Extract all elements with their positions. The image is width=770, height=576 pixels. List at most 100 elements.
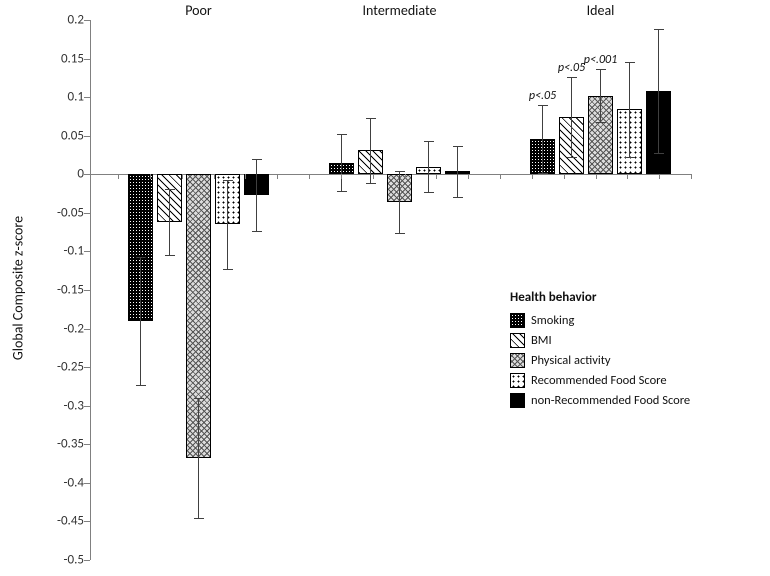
legend-item: Recommended Food Score xyxy=(510,373,690,388)
y-tick-label: -0.35 xyxy=(4,437,84,452)
error-cap xyxy=(395,233,405,234)
y-tick xyxy=(84,483,90,484)
error-cap xyxy=(194,518,204,519)
y-tick xyxy=(84,290,90,291)
y-tick-label: -0.2 xyxy=(4,321,84,336)
error-bar xyxy=(399,171,400,233)
error-bar xyxy=(600,69,601,121)
group-label: Intermediate xyxy=(363,2,437,19)
y-tick xyxy=(84,521,90,522)
legend-title: Health behavior xyxy=(510,290,690,305)
y-tick-label: 0.2 xyxy=(4,13,84,28)
y-tick xyxy=(84,406,90,407)
error-cap xyxy=(453,197,463,198)
y-tick-label: 0.15 xyxy=(4,51,84,66)
error-bar xyxy=(457,146,458,197)
legend-swatch xyxy=(510,333,525,348)
y-tick xyxy=(84,251,90,252)
x-tick xyxy=(277,174,278,179)
error-bar xyxy=(341,134,342,191)
error-cap xyxy=(654,153,664,154)
group-label: Poor xyxy=(185,2,212,19)
y-tick xyxy=(84,213,90,214)
error-cap xyxy=(337,134,347,135)
x-tick xyxy=(532,174,533,179)
error-cap xyxy=(136,257,146,258)
error-bar xyxy=(227,180,228,269)
error-bar xyxy=(370,118,371,183)
y-tick-label: 0 xyxy=(4,167,84,182)
error-bar xyxy=(428,141,429,192)
p-value-label: p<.05 xyxy=(529,89,556,103)
legend-item: BMI xyxy=(510,333,690,348)
error-cap xyxy=(567,157,577,158)
error-cap xyxy=(538,105,548,106)
legend-item: Physical activity xyxy=(510,353,690,368)
y-tick xyxy=(84,97,90,98)
x-tick xyxy=(691,174,692,179)
error-cap xyxy=(424,141,434,142)
legend-label: Smoking xyxy=(531,313,574,328)
y-tick-label: -0.5 xyxy=(4,553,84,568)
error-cap xyxy=(567,77,577,78)
error-cap xyxy=(223,180,233,181)
error-cap xyxy=(252,231,262,232)
x-tick xyxy=(468,174,469,179)
error-cap xyxy=(395,171,405,172)
error-bar xyxy=(198,398,199,518)
x-tick xyxy=(214,174,215,179)
y-tick-label: 0.05 xyxy=(4,128,84,143)
error-cap xyxy=(596,69,606,70)
x-tick xyxy=(341,174,342,179)
legend-item: Smoking xyxy=(510,313,690,328)
y-tick xyxy=(84,367,90,368)
y-tick-label: 0.1 xyxy=(4,90,84,105)
x-tick xyxy=(596,174,597,179)
legend: Health behavior Smoking BMI Physical activi… xyxy=(510,290,690,413)
error-cap xyxy=(223,269,233,270)
x-tick xyxy=(627,174,628,179)
y-tick xyxy=(84,560,90,561)
error-bar xyxy=(256,159,257,232)
p-value-label: p<.001 xyxy=(584,53,617,67)
y-axis xyxy=(90,20,91,560)
y-tick-label: -0.15 xyxy=(4,283,84,298)
y-tick xyxy=(84,20,90,21)
x-tick xyxy=(436,174,437,179)
error-cap xyxy=(165,255,175,256)
error-bar xyxy=(542,105,543,173)
x-tick xyxy=(118,174,119,179)
p-value-label: p<.05 xyxy=(558,61,585,75)
legend-swatch xyxy=(510,373,525,388)
error-cap xyxy=(654,29,664,30)
error-cap xyxy=(366,183,376,184)
y-tick-label: -0.3 xyxy=(4,398,84,413)
error-cap xyxy=(194,398,204,399)
error-cap xyxy=(165,189,175,190)
error-cap xyxy=(453,146,463,147)
y-tick-label: -0.1 xyxy=(4,244,84,259)
legend-swatch xyxy=(510,393,525,408)
legend-swatch xyxy=(510,353,525,368)
x-tick xyxy=(309,174,310,179)
legend-label: BMI xyxy=(531,333,552,348)
group-label: Ideal xyxy=(587,2,615,19)
error-cap xyxy=(366,118,376,119)
error-cap xyxy=(538,173,548,174)
chart-container: Global Composite z-score -0.5-0.45-0.4-0… xyxy=(0,0,770,576)
error-cap xyxy=(625,157,635,158)
y-tick xyxy=(84,136,90,137)
error-cap xyxy=(596,122,606,123)
error-cap xyxy=(625,62,635,63)
legend-item: non-Recommended Food Score xyxy=(510,393,690,408)
error-bar xyxy=(140,257,141,385)
error-cap xyxy=(252,159,262,160)
x-tick xyxy=(564,174,565,179)
y-tick-label: -0.25 xyxy=(4,360,84,375)
y-tick xyxy=(84,59,90,60)
y-tick-label: -0.4 xyxy=(4,475,84,490)
error-cap xyxy=(337,191,347,192)
error-cap xyxy=(424,192,434,193)
y-tick-label: -0.05 xyxy=(4,205,84,220)
error-bar xyxy=(571,77,572,157)
